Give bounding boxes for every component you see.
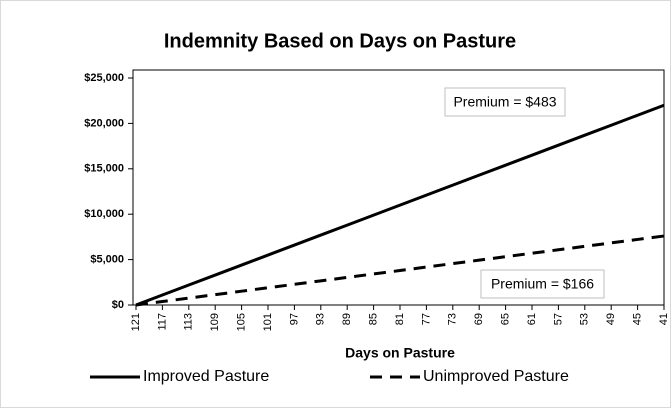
annotation: Premium = $166 xyxy=(491,276,594,292)
legend-label: Improved Pasture xyxy=(143,368,269,385)
x-tick-label: 49 xyxy=(605,313,617,325)
x-tick-label: 121 xyxy=(130,313,142,331)
x-tick-label: 61 xyxy=(526,313,538,325)
series-line xyxy=(135,234,665,307)
legend-label: Unimproved Pasture xyxy=(423,368,569,385)
x-tick-label: 97 xyxy=(288,313,300,325)
x-tick-label: 77 xyxy=(420,313,432,325)
chart-title: Indemnity Based on Days on Pasture xyxy=(164,30,516,52)
x-tick-label: 105 xyxy=(236,313,248,331)
x-tick-label: 101 xyxy=(262,313,274,331)
x-tick-label: 41 xyxy=(658,313,670,325)
x-tick-label: 117 xyxy=(156,313,168,331)
x-tick-label: 93 xyxy=(315,313,327,325)
x-tick-label: 53 xyxy=(579,313,591,325)
annotation-box xyxy=(480,269,605,299)
y-tick-label: $25,000 xyxy=(84,72,124,84)
x-tick-label: 85 xyxy=(368,313,380,325)
x-tick-label: 65 xyxy=(500,313,512,325)
x-tick-label: 57 xyxy=(552,313,564,325)
x-tick-label: 73 xyxy=(447,313,459,325)
x-tick-label: 109 xyxy=(209,313,221,331)
x-tick-label: 81 xyxy=(394,313,406,325)
y-tick-label: $10,000 xyxy=(84,208,124,220)
y-tick-label: $20,000 xyxy=(84,117,124,129)
y-tick-label: $0 xyxy=(112,299,124,311)
annotation-box xyxy=(444,87,566,117)
x-tick-label: 45 xyxy=(632,313,644,325)
series-line xyxy=(135,103,665,307)
annotation: Premium = $483 xyxy=(453,94,556,110)
x-axis-title: Days on Pasture xyxy=(345,345,455,361)
x-tick-label: 113 xyxy=(183,313,195,331)
y-tick-label: $15,000 xyxy=(84,163,124,175)
x-tick-label: 89 xyxy=(341,313,353,325)
plot-frame xyxy=(132,69,665,306)
y-tick-label: $5,000 xyxy=(90,254,124,266)
x-tick-label: 69 xyxy=(473,313,485,325)
